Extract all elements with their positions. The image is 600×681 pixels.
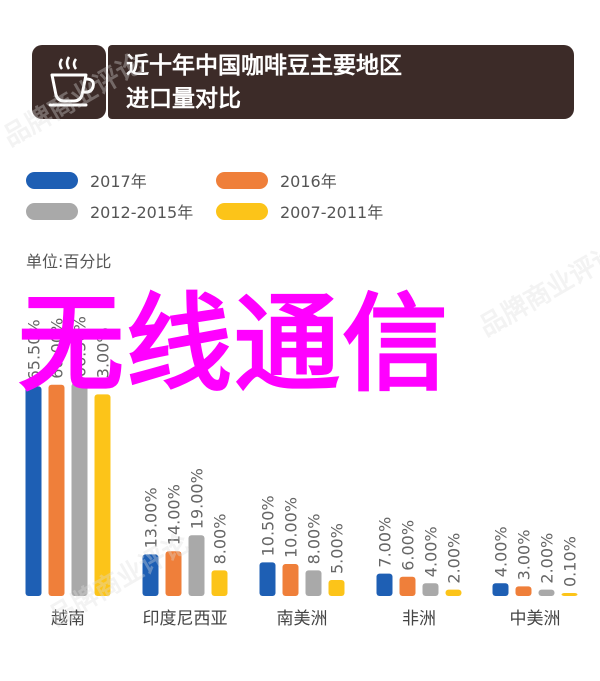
legend-swatch-2017 [26, 171, 78, 189]
data-label: 2.00% [445, 533, 464, 584]
bar [422, 583, 439, 596]
unit-label: 单位:百分比 [26, 252, 112, 271]
category-label: 中美洲 [510, 609, 561, 629]
legend-item-2016: 2016年 [216, 167, 337, 193]
data-label: 8.00% [305, 514, 324, 565]
data-label: 14.00% [165, 484, 184, 545]
data-label: 65.50% [25, 319, 44, 380]
data-label: 7.00% [376, 517, 395, 568]
data-label: 10.00% [282, 497, 301, 558]
bar [25, 386, 42, 596]
legend-label-2007-2011: 2007-2011年 [280, 203, 384, 222]
chart-title-line1: 近十年中国咖啡豆主要地区 [126, 53, 402, 79]
bar [48, 384, 65, 596]
bar [282, 564, 299, 596]
chart-title-line2: 进口量对比 [126, 86, 241, 112]
legend-swatch-2007-2011 [216, 202, 268, 220]
bar [328, 580, 345, 596]
category-label: 越南 [51, 609, 85, 629]
bar [515, 586, 532, 596]
legend-swatch-2016 [216, 171, 268, 189]
header-icon-box [32, 45, 106, 119]
legend-label-2016: 2016年 [280, 172, 337, 191]
data-label: 10.50% [259, 495, 278, 556]
bar [142, 554, 159, 596]
bar [376, 573, 393, 596]
legend-item-2012-2015: 2012-2015年 [26, 198, 193, 224]
legend-item-2007-2011: 2007-2011年 [216, 198, 383, 224]
data-label: 2.00% [538, 533, 557, 584]
category-label: 非洲 [402, 609, 436, 629]
legend-item-2017: 2017年 [26, 167, 147, 193]
legend-label-2017: 2017年 [90, 172, 147, 191]
coffee-cup-icon [48, 56, 95, 107]
chart-title: 近十年中国咖啡豆主要地区 进口量对比 [126, 50, 402, 116]
data-label: 13.00% [142, 487, 161, 548]
bar [165, 551, 182, 596]
data-label: 4.00% [422, 526, 441, 577]
bar [305, 570, 322, 596]
category-label: 南美洲 [277, 609, 328, 629]
header-title-bar [108, 45, 574, 119]
overlay-text: 无线通信 [18, 283, 450, 406]
bar [561, 593, 578, 596]
data-label: 8.00% [211, 514, 230, 565]
bar [71, 383, 88, 596]
bar [445, 589, 462, 596]
legend-label-2012-2015: 2012-2015年 [90, 203, 194, 222]
bar [94, 394, 111, 596]
data-label: 0.10% [561, 536, 580, 587]
bar-chart: 65.50% 66.00% 66.50% 63.00% 越南 13.00% 14.00% 19… [25, 316, 580, 629]
category-label: 印度尼西亚 [143, 609, 228, 629]
legend-swatch-2012-2015 [26, 202, 78, 220]
data-label: 3.00% [515, 530, 534, 581]
bar [211, 570, 228, 596]
bar [188, 535, 205, 596]
data-label: 66.50% [71, 316, 90, 377]
bar [399, 576, 416, 596]
data-label: 4.00% [492, 526, 511, 577]
data-label: 6.00% [399, 520, 418, 571]
legend: 2017年 2016年 2012-2015年 2007-2011年 [26, 167, 446, 227]
data-label: 66.00% [48, 318, 67, 379]
bar [492, 583, 509, 596]
bar [538, 589, 555, 596]
data-label: 19.00% [188, 468, 207, 529]
bar [259, 562, 276, 596]
data-label: 5.00% [328, 523, 347, 574]
data-label: 63.00% [94, 327, 113, 388]
